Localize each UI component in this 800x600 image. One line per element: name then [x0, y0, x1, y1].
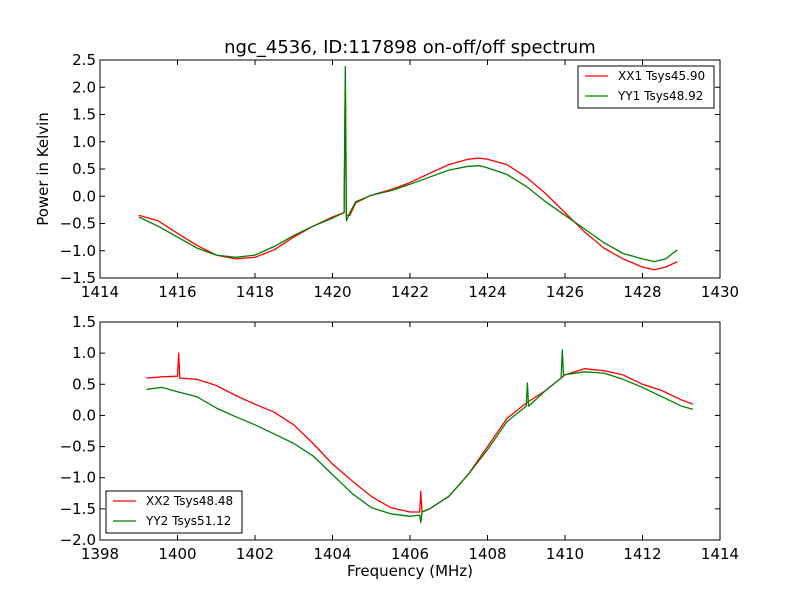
bottom-y-tick-label: −1.0	[60, 469, 96, 487]
top-y-tick-label: 0.0	[72, 187, 96, 205]
bottom-legend: XX2 Tsys48.48 YY2 Tsys51.12	[105, 490, 243, 534]
top-y-tick-label: 1.0	[72, 133, 96, 151]
top-y-tick-label: −1.5	[60, 269, 96, 287]
bottom-series-line-yy	[146, 349, 694, 524]
bottom-y-tick-label: −2.0	[60, 531, 96, 549]
bottom-axis-ticks: 1398 1400 1402 1404 1406 1408 1410 1412 1414 −2.0…	[60, 313, 740, 563]
bottom-y-tick-label: 0.5	[72, 375, 96, 393]
top-y-tick-label: 0.5	[72, 160, 96, 178]
top-axis-ticks: 1414 1416 1418 1420 1422 1424 1426 1428 1430 −1.5…	[60, 51, 740, 301]
bottom-y-tick-label: −0.5	[60, 438, 96, 456]
top-panel: 1414 1416 1418 1420 1422 1424 1426 1428 1430 −1.5…	[34, 51, 739, 301]
x-axis-label: Frequency (MHz)	[347, 562, 473, 580]
bottom-plot-area	[146, 349, 694, 524]
top-y-tick-label: −1.0	[60, 242, 96, 260]
bottom-series-line-xx	[146, 352, 694, 513]
bottom-legend-box	[105, 490, 243, 534]
top-legend-box	[577, 65, 715, 109]
top-y-tick-label: −0.5	[60, 215, 96, 233]
bottom-x-tick-label: 1412	[623, 545, 661, 563]
bottom-x-tick-label: 1408	[468, 545, 506, 563]
bottom-y-tick-label: 1.0	[72, 344, 96, 362]
bottom-x-tick-label: 1398	[81, 545, 119, 563]
bottom-x-tick-label: 1404	[313, 545, 351, 563]
top-y-tick-label: 2.5	[72, 51, 96, 69]
top-x-tick-label: 1422	[391, 283, 429, 301]
top-y-tick-label: 2.0	[72, 78, 96, 96]
bottom-x-tick-label: 1410	[546, 545, 584, 563]
legend-label-yy1: YY1 Tsys48.92	[617, 89, 703, 103]
bottom-y-tick-label: −1.5	[60, 500, 96, 518]
top-x-tick-label: 1424	[468, 283, 506, 301]
legend-label-xx1: XX1 Tsys45.90	[618, 69, 705, 83]
bottom-y-tick-label: 0.0	[72, 406, 96, 424]
bottom-x-tick-label: 1402	[236, 545, 274, 563]
top-legend: XX1 Tsys45.90 YY1 Tsys48.92	[577, 65, 715, 109]
legend-label-xx2: XX2 Tsys48.48	[146, 494, 233, 508]
bottom-panel: 1398 1400 1402 1404 1406 1408 1410 1412 1414 −2.0…	[60, 313, 740, 580]
bottom-y-tick-label: 1.5	[72, 313, 96, 331]
top-x-tick-label: 1426	[546, 283, 584, 301]
top-x-tick-label: 1420	[313, 283, 351, 301]
chart-title: ngc_4536, ID:117898 on-off/off spectrum	[224, 37, 596, 58]
bottom-x-tick-label: 1400	[158, 545, 196, 563]
legend-label-yy2: YY2 Tsys51.12	[145, 514, 231, 528]
top-plot-area	[138, 65, 678, 271]
top-x-tick-label: 1416	[158, 283, 196, 301]
bottom-x-tick-label: 1406	[391, 545, 429, 563]
bottom-x-tick-label: 1414	[701, 545, 739, 563]
top-series-line-yy	[138, 65, 678, 263]
top-x-tick-label: 1418	[236, 283, 274, 301]
top-x-tick-label: 1428	[623, 283, 661, 301]
top-series-line-xx	[138, 81, 678, 271]
top-y-tick-label: 1.5	[72, 106, 96, 124]
y-axis-label: Power in Kelvin	[34, 112, 52, 226]
top-x-tick-label: 1430	[701, 283, 739, 301]
top-x-tick-label: 1414	[81, 283, 119, 301]
